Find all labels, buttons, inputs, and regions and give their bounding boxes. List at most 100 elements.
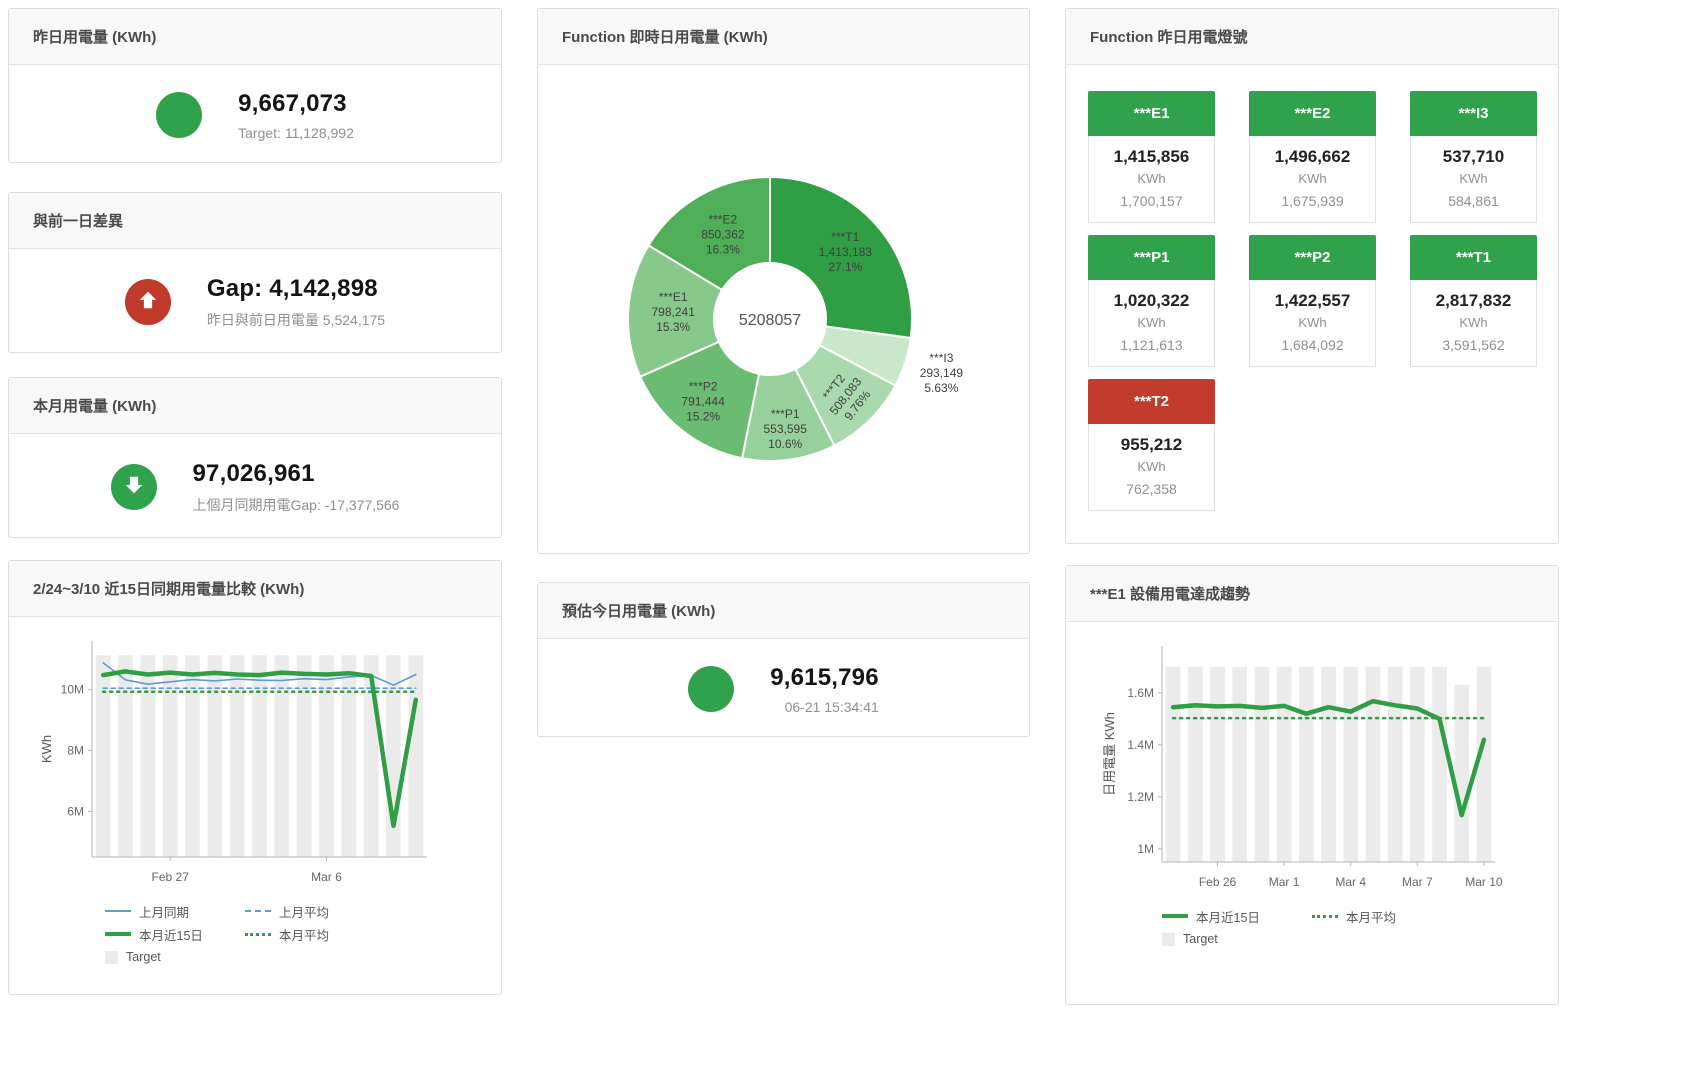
tile-name: ***T2 [1088,379,1215,424]
estimate-value: 9,615,796 [770,663,879,691]
legend-label: 本月近15日 [139,928,203,943]
svg-text:Mar 1: Mar 1 [1269,875,1300,889]
svg-text:1.4M: 1.4M [1127,738,1154,752]
green-dot-swatch-icon [245,932,271,936]
trend-legend: 本月近15日 本月平均 Target [1162,905,1558,950]
status-circle-green [156,92,203,138]
compare-line-chart[interactable]: 6M 8M 10M Feb 27 Mar 6 KWh [37,629,457,887]
tile-target: 762,358 [1126,481,1177,497]
svg-text:1M: 1M [1137,842,1154,856]
panel-compare-chart: 2/24~3/10 近15日同期用電量比較 (KWh) 6M 8M 10M Feb 2… [8,560,502,995]
tile-value: 1,422,557 [1274,291,1351,310]
tile-value: 537,710 [1442,147,1505,166]
tile-name: ***E1 [1088,91,1215,136]
panel-day-gap: 與前一日差異 Gap: 4,142,898 昨日與前日用電量 5,524,175 [8,192,502,353]
status-circle-green [688,666,735,712]
svg-text:Feb 26: Feb 26 [1199,875,1237,889]
legend-label: 本月平均 [1346,910,1397,925]
svg-text:KWh: KWh [39,735,54,763]
tile-target: 1,700,157 [1120,193,1183,209]
green-line-swatch-icon [1162,914,1188,918]
tile-value: 955,212 [1120,435,1183,454]
tile-value: 1,415,856 [1113,147,1190,166]
panel-title-estimate[interactable]: 預估今日用電量 (KWh) [538,583,1029,639]
tile-target: 3,591,562 [1442,337,1505,353]
legend-label: 本月近15日 [1196,910,1260,925]
tile-p1: ***P1 1,020,322 KWh 1,121,613 [1088,235,1215,367]
tile-unit: KWh [1137,171,1166,186]
legend-prev-month-avg[interactable]: 上月平均 [245,900,385,922]
panel-title-lights[interactable]: Function 昨日用電燈號 [1066,9,1558,65]
realtime-donut-chart[interactable]: ***T1 1,413,183 27.1%***I3 293,149 5.63%***T… [538,65,1029,553]
legend-this-month-15d[interactable]: 本月近15日 [1162,905,1312,927]
green-dot-swatch-icon [1312,914,1338,918]
svg-text:Mar 10: Mar 10 [1465,875,1503,889]
panel-title-yesterday[interactable]: 昨日用電量 (KWh) [9,9,501,65]
tile-t1: ***T1 2,817,832 KWh 3,591,562 [1410,235,1537,367]
panel-estimate-today: 預估今日用電量 (KWh) 9,615,796 06-21 15:34:41 [537,582,1030,737]
month-sub: 上個月同期用電Gap: -17,377,566 [192,496,400,513]
legend-label: Target [126,950,161,964]
yesterday-value: 9,667,073 [238,89,347,117]
svg-text:8M: 8M [67,744,84,758]
legend-label: Target [1183,932,1218,946]
legend-this-month-avg[interactable]: 本月平均 [1312,905,1462,927]
tile-name: ***P1 [1088,235,1215,280]
tile-p2: ***P2 1,422,557 KWh 1,684,092 [1249,235,1376,367]
tile-name: ***I3 [1410,91,1537,136]
e1-trend-chart[interactable]: 1M 1.2M 1.4M 1.6M Feb 26 Mar 1 Mar 4 Mar 7 Mar 1… [1100,634,1520,892]
svg-text:Mar 4: Mar 4 [1335,875,1366,889]
tile-unit: KWh [1459,171,1488,186]
panel-realtime-donut: Function 即時日用電量 (KWh) ***T1 1,413,183 27.1… [537,8,1030,554]
tile-unit: KWh [1137,459,1166,474]
tile-t2: ***T2 955,212 KWh 762,358 [1088,379,1215,511]
svg-text:10M: 10M [61,683,84,697]
tile-target: 1,675,939 [1281,193,1344,209]
legend-label: 上月同期 [139,905,190,920]
compare-legend: 上月同期 上月平均 本月近15日 本月平均 Target [105,900,501,968]
arrow-down-icon [123,474,145,501]
gap-sub: 昨日與前日用電量 5,524,175 [206,311,386,328]
tile-target: 584,861 [1448,193,1499,209]
panel-title-month[interactable]: 本月用電量 (KWh) [9,378,501,434]
tile-unit: KWh [1298,171,1327,186]
tile-target: 1,121,613 [1120,337,1183,353]
panel-title-compare[interactable]: 2/24~3/10 近15日同期用電量比較 (KWh) [9,561,501,617]
svg-text:Feb 27: Feb 27 [152,870,190,884]
yesterday-target: Target: 11,128,992 [238,124,354,141]
panel-e1-trend: ***E1 設備用電達成趨勢 1M 1.2M 1.4M 1.6M Feb 26 Mar 1… [1065,565,1559,1005]
tile-i3: ***I3 537,710 KWh 584,861 [1410,91,1537,223]
panel-title-realtime[interactable]: Function 即時日用電量 (KWh) [538,9,1029,65]
svg-text:Mar 6: Mar 6 [311,870,342,884]
tile-unit: KWh [1137,315,1166,330]
gap-value: Gap: 4,142,898 [206,274,378,302]
tile-target: 1,684,092 [1281,337,1344,353]
tile-e2: ***E2 1,496,662 KWh 1,675,939 [1249,91,1376,223]
legend-target[interactable]: Target [105,946,245,968]
green-line-swatch-icon [105,932,131,936]
tile-value: 1,020,322 [1113,291,1190,310]
tile-unit: KWh [1298,315,1327,330]
panel-title-e1-trend[interactable]: ***E1 設備用電達成趨勢 [1066,566,1558,622]
blue-dash-swatch-icon [245,910,271,912]
blue-line-swatch-icon [105,910,131,912]
panel-yesterday-usage: 昨日用電量 (KWh) 9,667,073 Target: 11,128,992 [8,8,502,163]
status-circle-red [124,279,171,325]
target-box-swatch-icon [1162,932,1175,946]
panel-title-day-gap[interactable]: 與前一日差異 [9,193,501,249]
legend-target[interactable]: Target [1162,928,1312,950]
month-value: 97,026,961 [192,459,315,487]
tile-value: 2,817,832 [1435,291,1512,310]
legend-this-month-15d[interactable]: 本月近15日 [105,923,245,945]
tile-name: ***E2 [1249,91,1376,136]
tile-value: 1,496,662 [1274,147,1351,166]
legend-prev-month-same[interactable]: 上月同期 [105,900,245,922]
svg-text:1.2M: 1.2M [1127,790,1154,804]
legend-this-month-avg[interactable]: 本月平均 [245,923,385,945]
tile-name: ***P2 [1249,235,1376,280]
svg-text:Mar 7: Mar 7 [1402,875,1433,889]
